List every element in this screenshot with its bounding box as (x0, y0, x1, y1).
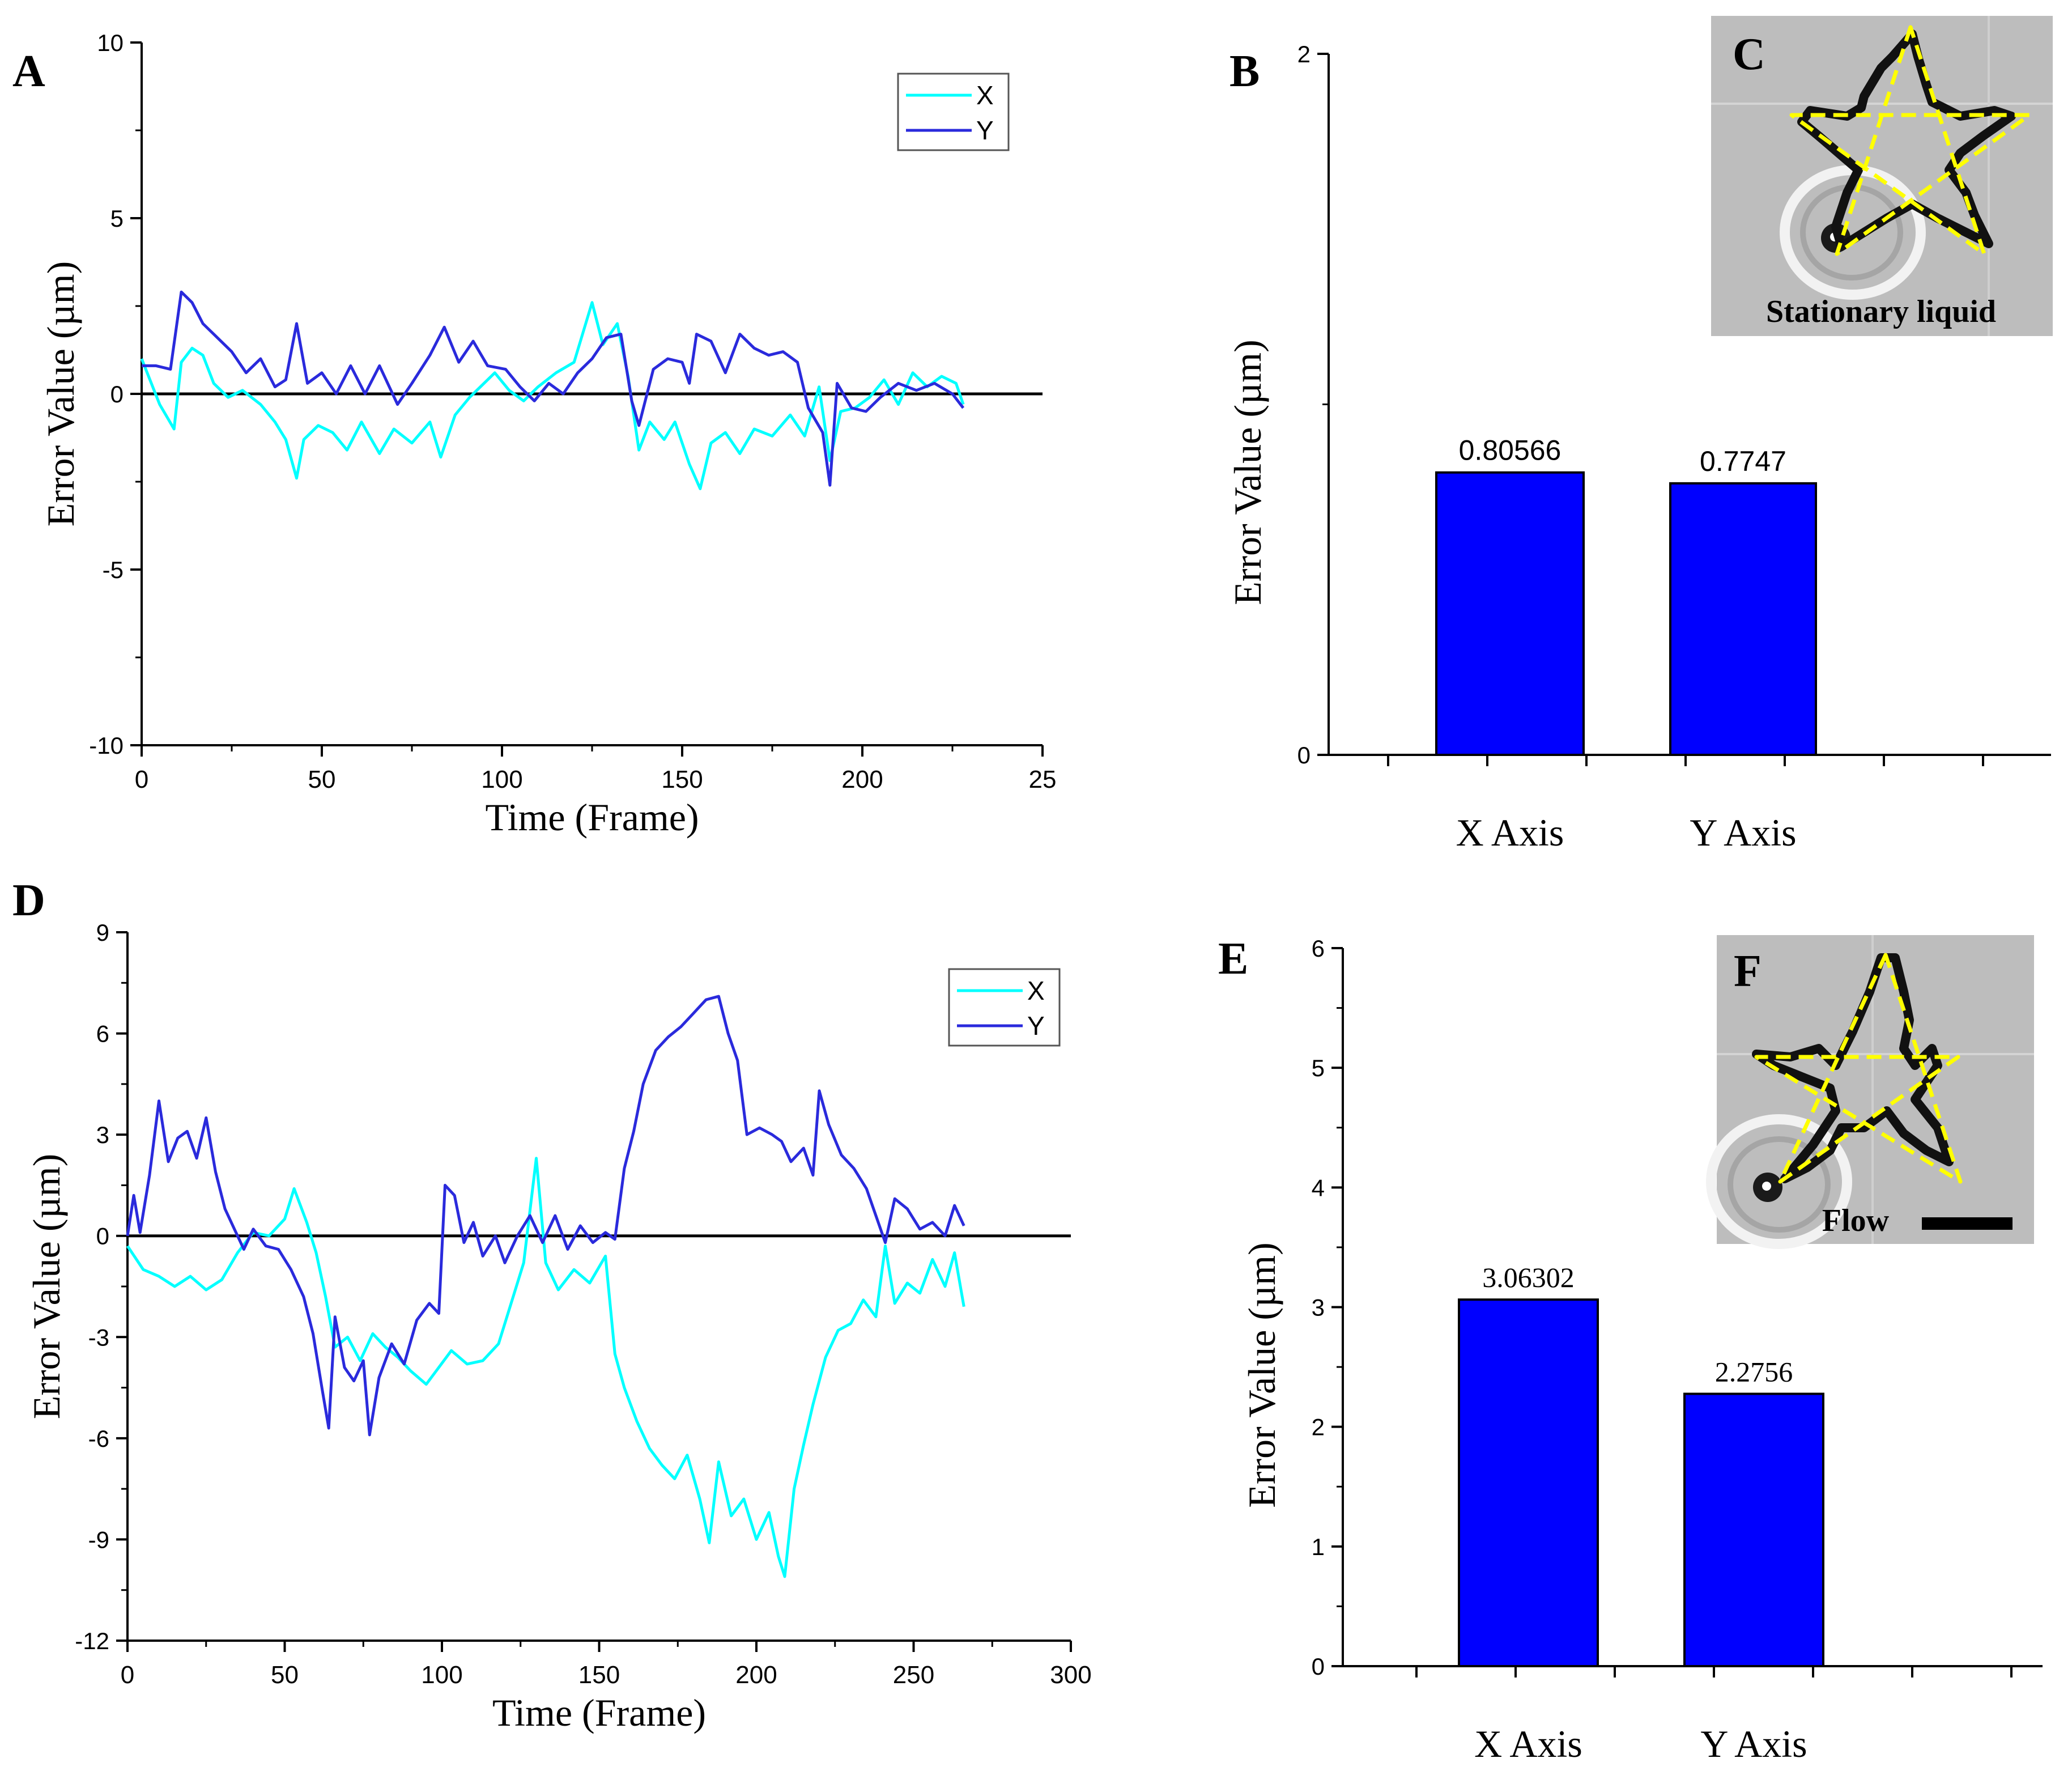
inset-f-bead-ring-inner (1728, 1136, 1831, 1233)
panel-e-plot: 0 1 2 3 4 5 6 3.06302 X Axis 2.2756 Y Axis Error Va… (1240, 935, 2043, 1765)
y-tick-label: -9 (88, 1526, 109, 1553)
bar-value-label: 3.06302 (1482, 1262, 1575, 1293)
y-tick-label: -5 (103, 557, 124, 583)
x-tick-label: 50 (308, 766, 336, 793)
panel-label-d: D (12, 876, 45, 925)
y-tick-label: 5 (1312, 1055, 1325, 1081)
category-label: Y Axis (1690, 811, 1796, 854)
category-label: Y Axis (1700, 1722, 1807, 1765)
y-tick-label: 1 (1312, 1534, 1325, 1560)
x-tick-label: 100 (421, 1661, 462, 1689)
bar-0 (1435, 471, 1585, 756)
y-tick-label: -10 (89, 732, 124, 759)
bar-1 (1683, 1392, 1824, 1668)
y-tick-label: 4 (1312, 1174, 1325, 1201)
panel-label-e: E (1218, 934, 1248, 984)
legend-label-y: Y (1027, 1011, 1045, 1040)
x-tick-label: 200 (841, 766, 883, 793)
panel-d: D 0 50 100 150 200 250 300 -12 -9 -6 -3 0 3 6 9 XY Time … (12, 876, 1092, 1734)
y-tick-label: 2 (1297, 41, 1311, 67)
y-tick-label: -12 (75, 1628, 109, 1654)
inset-f-label: F (1734, 946, 1762, 996)
inset-c: Stationary liquid C (1711, 16, 2053, 336)
series-line-x (126, 1157, 965, 1578)
inset-c-label: C (1733, 29, 1765, 79)
inset-f-bead-highlight (1762, 1182, 1771, 1191)
inset-f-bead-ring (1706, 1114, 1852, 1249)
inset-f-scale-bar (1922, 1217, 2013, 1230)
panel-label-a: A (12, 46, 45, 96)
x-tick-label: 100 (481, 766, 522, 793)
x-axis-title: Time (Frame) (492, 1691, 706, 1734)
x-tick-label: 0 (121, 1661, 134, 1689)
inset-f-star-reference (1754, 953, 1963, 1184)
legend: XY (897, 73, 1010, 151)
y-tick-label: 5 (110, 205, 124, 232)
series-line-x (140, 301, 965, 490)
inset-c-trajectory (1797, 29, 2016, 251)
legend-box (948, 968, 1061, 1047)
legend: XY (948, 968, 1061, 1047)
x-tick-label: 150 (578, 1661, 620, 1689)
series-line-y (142, 290, 965, 487)
y-tick-label: 9 (96, 919, 109, 946)
x-tick-label: 0 (135, 766, 148, 793)
y-axis-title: Error Value (µm) (1226, 339, 1269, 605)
panel-b: B 0 2 0.80566 X Axis 0.7747 Y Axis Error Value… (1226, 16, 2053, 854)
bar-1 (1669, 482, 1817, 756)
y-axis-title: Error Value (µm) (39, 261, 82, 526)
x-tick-label: 150 (661, 766, 703, 793)
panel-e: E 0 1 2 3 4 5 6 3.06302 X Axis 2.2756 Y Axis Error … (1218, 934, 2043, 1765)
y-axis-title: Error Value (µm) (1240, 1242, 1283, 1507)
inset-c-star-reference (1789, 25, 2032, 256)
bar-value-label: 2.2756 (1715, 1356, 1793, 1387)
y-tick-label: 0 (1297, 742, 1311, 768)
y-axis-title: Error Value (µm) (25, 1154, 68, 1419)
x-tick-label: 250 (893, 1661, 934, 1689)
legend-label-x: X (1027, 976, 1045, 1005)
inset-f: Flow F (1706, 935, 2034, 1249)
legend-label-y: Y (976, 116, 994, 145)
x-tick-label: 50 (271, 1661, 299, 1689)
y-tick-label: -3 (88, 1324, 109, 1350)
category-label: X Axis (1474, 1722, 1582, 1765)
bar-value-label: 0.80566 (1459, 435, 1562, 466)
y-tick-label: 0 (110, 381, 124, 407)
x-tick-label: 200 (735, 1661, 777, 1689)
inset-c-caption: Stationary liquid (1766, 294, 1996, 329)
y-tick-label: 6 (1312, 935, 1325, 962)
y-tick-label: 2 (1312, 1414, 1325, 1441)
y-tick-label: 3 (96, 1122, 109, 1148)
legend-label-x: X (976, 80, 994, 110)
x-tick-label: 25 (1029, 766, 1057, 793)
x-axis-title: Time (Frame) (485, 796, 699, 839)
x-tick-label: 300 (1050, 1661, 1091, 1689)
inset-f-caption: Flow (1822, 1203, 1890, 1238)
y-tick-label: 3 (1312, 1294, 1325, 1321)
category-label: X Axis (1456, 811, 1564, 854)
inset-f-trajectory (1752, 953, 1954, 1183)
y-tick-label: 6 (96, 1021, 109, 1047)
y-tick-label: -6 (88, 1425, 109, 1452)
panel-b-plot: 0 2 0.80566 X Axis 0.7747 Y Axis Error Value (… (1226, 41, 2051, 854)
y-tick-label: 0 (96, 1223, 109, 1250)
bar-value-label: 0.7747 (1700, 445, 1786, 477)
panel-label-b: B (1229, 46, 1260, 96)
panel-a: A 0 50 100 150 200 25 -10 -5 0 5 10 XY Time (Frame) E… (12, 29, 1056, 839)
y-tick-label: 0 (1312, 1653, 1325, 1680)
legend-box (897, 73, 1010, 151)
series-line-y (126, 995, 965, 1437)
y-tick-label: 10 (97, 29, 124, 56)
panel-a-plot: 0 50 100 150 200 25 -10 -5 0 5 10 XY Time (Frame) Err… (39, 29, 1056, 839)
panel-d-plot: 0 50 100 150 200 250 300 -12 -9 -6 -3 0 3 6 9 XY Time (F… (25, 919, 1092, 1734)
bar-0 (1458, 1298, 1599, 1668)
